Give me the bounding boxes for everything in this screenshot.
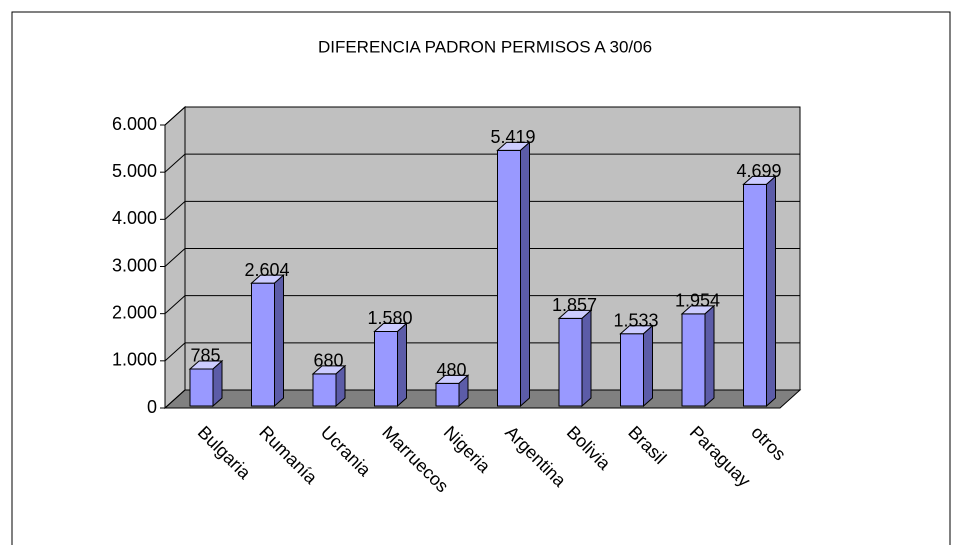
y-tick-label: 2.000	[112, 302, 157, 322]
bar	[557, 309, 593, 408]
data-label: 480	[436, 360, 466, 380]
y-tick-label: 0	[147, 397, 157, 417]
bar-side	[520, 141, 530, 408]
data-label: 1.857	[552, 295, 597, 315]
bar-front	[374, 330, 398, 407]
bar	[373, 322, 408, 408]
bar-front	[435, 382, 460, 407]
bar-side	[212, 359, 223, 408]
bar-front	[251, 282, 275, 407]
bar	[250, 274, 285, 408]
bar-side	[581, 309, 592, 408]
grid-line	[164, 153, 800, 173]
bar-side	[458, 374, 469, 408]
data-label: 1.954	[675, 291, 720, 311]
y-tick-label: 5.000	[112, 161, 157, 181]
bar-front	[497, 149, 521, 407]
bar-side	[643, 324, 653, 408]
grid-line	[164, 295, 800, 315]
y-tick-label: 3.000	[112, 255, 157, 275]
y-tick-label: 6.000	[112, 114, 157, 134]
y-tick-label: 4.000	[112, 208, 157, 228]
bar-side	[704, 304, 715, 408]
bar	[680, 304, 716, 408]
data-label: 2.604	[244, 260, 289, 280]
bar	[311, 364, 347, 408]
y-tick-label: 1.000	[112, 350, 157, 370]
bar-side	[766, 175, 776, 408]
grid-line	[164, 248, 800, 267]
grid-line	[164, 389, 800, 409]
grid-line	[164, 106, 800, 126]
bar-side	[274, 274, 284, 408]
bar-front	[681, 313, 706, 407]
bar-front	[189, 368, 214, 407]
bar-front	[312, 373, 337, 407]
chart-frame	[11, 11, 951, 545]
data-label: 1.580	[367, 308, 412, 328]
data-label: 680	[313, 351, 343, 371]
bar	[434, 374, 470, 408]
data-label: 4.699	[736, 161, 781, 181]
bar-side	[335, 364, 346, 408]
bar-front	[743, 183, 767, 407]
chart-title: DIFERENCIA PADRON PERMISOS A 30/06	[318, 37, 652, 56]
data-label: 1.533	[613, 310, 658, 330]
bar-front	[558, 317, 583, 407]
bar-side	[397, 322, 407, 408]
bar	[188, 359, 224, 408]
data-label: 5.419	[490, 127, 535, 147]
bar-front	[620, 333, 644, 407]
bar	[619, 324, 654, 408]
data-label: 785	[190, 346, 220, 366]
bar	[496, 141, 531, 408]
grid-line	[164, 200, 800, 220]
bar	[742, 175, 777, 408]
grid-line	[164, 342, 800, 362]
